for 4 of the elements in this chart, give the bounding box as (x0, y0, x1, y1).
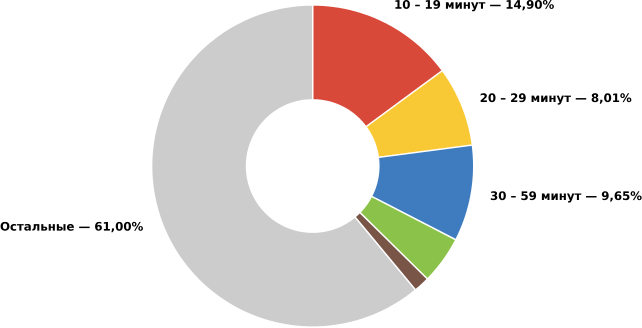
slice-label: Остальные — 61,00% (0, 222, 143, 232)
slice-label: 10 – 19 минут — 14,90% (395, 0, 554, 12)
slice-label: 20 – 29 минут — 8,01% (480, 93, 632, 105)
slice-label: 30 – 59 минут — 9,65% (490, 191, 642, 203)
